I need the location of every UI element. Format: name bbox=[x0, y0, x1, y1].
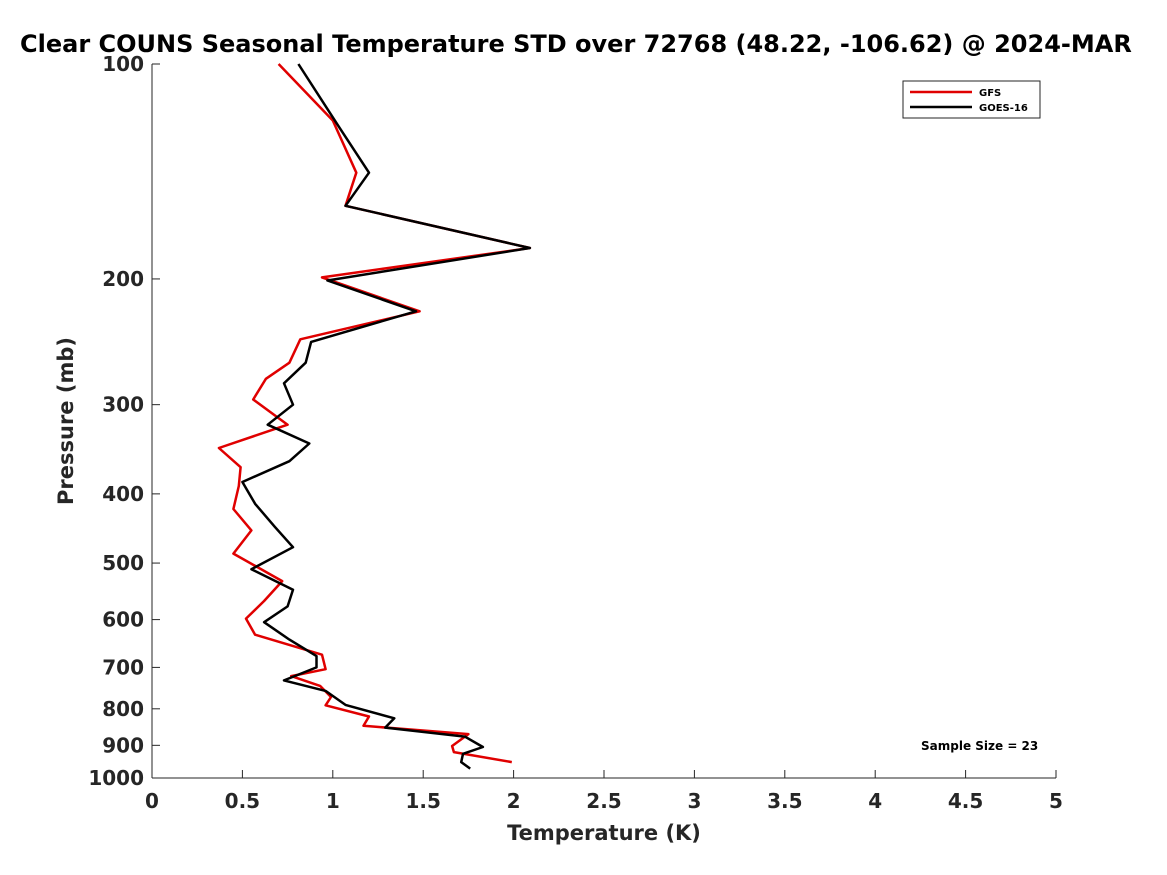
legend-box bbox=[902, 80, 1041, 119]
sample-size-annotation: Sample Size = 23 bbox=[921, 739, 1038, 753]
x-tick-label: 4 bbox=[868, 789, 882, 813]
x-tick-label: 5 bbox=[1049, 789, 1063, 813]
x-tick-label: 0 bbox=[145, 789, 159, 813]
series-line-gfs bbox=[217, 63, 532, 764]
x-tick-label: 3.5 bbox=[767, 789, 802, 813]
x-axis-label: Temperature (K) bbox=[507, 821, 701, 845]
x-tick-label: 2 bbox=[507, 789, 521, 813]
x-ticks: 0 0.5 1 1.5 2 2.5 3 3.5 4 4.5 5 bbox=[145, 770, 1063, 813]
y-tick-label: 800 bbox=[102, 697, 144, 721]
plot-axes bbox=[151, 64, 1056, 779]
y-tick-label: 1000 bbox=[88, 766, 144, 790]
y-ticks: 100 200 300 400 500 600 700 800 900 1000 bbox=[88, 52, 160, 790]
y-tick-label: 200 bbox=[102, 267, 144, 291]
y-tick-label: 300 bbox=[102, 393, 144, 417]
x-tick-label: 1.5 bbox=[405, 789, 440, 813]
y-tick-label: 400 bbox=[102, 482, 144, 506]
x-tick-label: 4.5 bbox=[948, 789, 983, 813]
x-tick-label: 2.5 bbox=[586, 789, 621, 813]
legend-label-goes16: GOES-16 bbox=[979, 103, 1028, 114]
y-axis-label: Pressure (mb) bbox=[54, 337, 78, 505]
x-tick-label: 0.5 bbox=[225, 789, 260, 813]
legend: GFS GOES-16 bbox=[902, 80, 1041, 119]
legend-label-gfs: GFS bbox=[979, 88, 1001, 99]
x-tick-label: 3 bbox=[687, 789, 701, 813]
y-tick-label: 600 bbox=[102, 608, 144, 632]
series-line-goes16 bbox=[241, 63, 532, 770]
series-layer bbox=[217, 63, 532, 770]
y-tick-label: 500 bbox=[102, 551, 144, 575]
y-tick-label: 100 bbox=[102, 52, 144, 76]
chart-title: Clear COUNS Seasonal Temperature STD ove… bbox=[20, 30, 1132, 58]
x-tick-label: 1 bbox=[326, 789, 340, 813]
y-tick-label: 700 bbox=[102, 655, 144, 679]
y-tick-label: 900 bbox=[102, 733, 144, 757]
